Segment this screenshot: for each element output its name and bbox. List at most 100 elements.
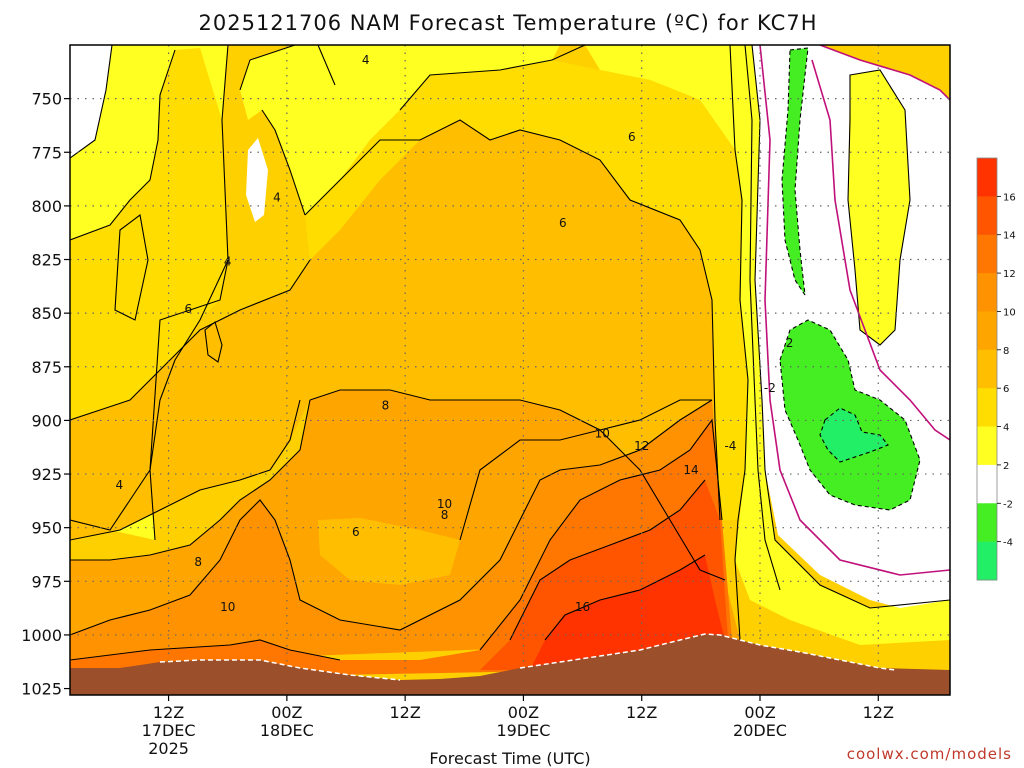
y-tick-label: 1025 (21, 680, 62, 699)
contour-line-8 (70, 259, 726, 581)
contour-label: -4 (724, 439, 736, 453)
field-region-6-8 (70, 120, 725, 580)
x-tick-label: 12Z (389, 703, 420, 722)
terrain (70, 634, 950, 695)
contour-label: 8 (382, 398, 390, 412)
y-tick-label: 975 (31, 572, 62, 591)
colorbar-bin (977, 311, 997, 351)
colorbar-tick-label: 8 (1003, 346, 1009, 357)
field-region-green-core (820, 408, 888, 462)
field-region-8-10-pocket (318, 518, 460, 585)
x-tick-label: 17DEC (142, 721, 196, 740)
y-tick-label: 775 (31, 143, 62, 162)
freezing-line-inner (811, 45, 950, 441)
x-tick-label: 12Z (863, 703, 894, 722)
y-tick-label: 800 (31, 197, 62, 216)
y-tick-label: 875 (31, 358, 62, 377)
x-tick-label: 12Z (626, 703, 657, 722)
contour-label: 4 (273, 190, 281, 204)
plot-frame (69, 44, 951, 696)
colorbar: 16 14 12 10 8 6 4 2 -2 -4 (976, 157, 1016, 581)
colorbar-tick-label: 16 (1003, 192, 1016, 203)
x-tick-label: 2025 (148, 739, 189, 758)
contour-line-front (729, 45, 781, 641)
colorbar-bin (977, 234, 997, 274)
colorbar-bin (977, 503, 997, 543)
field-region-2-4-right (585, 45, 950, 645)
y-tick-label: 925 (31, 465, 62, 484)
colorbar-bin (977, 158, 997, 197)
contour-label: 16 (575, 600, 590, 614)
x-axis-label: Forecast Time (UTC) (429, 749, 590, 768)
contour-line-4-upper (239, 45, 586, 216)
contour-label: 10 (595, 426, 610, 440)
chart-title: 2025121706 NAM Forecast Temperature (ºC)… (199, 11, 818, 35)
contour-label: 6 (559, 216, 567, 230)
colorbar-bin (977, 196, 997, 236)
colorbar-bin (977, 349, 997, 389)
contour-label: 4 (224, 255, 232, 269)
contour-label: 10 (437, 497, 452, 511)
contour-line-2-right (751, 45, 950, 609)
colorbar-bin (977, 273, 997, 312)
contour-line-12 (70, 399, 713, 636)
x-tick-label: 20DEC (733, 721, 787, 740)
y-axis: 750 775 800 825 850 875 900 925 950 975 1000 1025 (21, 90, 70, 699)
contour-label: 4 (115, 478, 123, 492)
y-tick-label: 1000 (21, 626, 62, 645)
field-region-white-pocket (246, 138, 268, 222)
y-tick-label: 850 (31, 304, 62, 323)
x-tick-label: 12Z (153, 703, 184, 722)
x-tick-label: 00Z (744, 703, 775, 722)
contour-label: 8 (441, 508, 449, 522)
field-region-white-topleft (70, 45, 112, 158)
negative-contours (779, 47, 921, 511)
contour-label: 2 (786, 336, 794, 350)
credit-text: coolwx.com/models (847, 745, 1012, 763)
contour-line-18 (544, 554, 706, 641)
freezing-line-outer (759, 45, 950, 576)
colorbar-tick-label: 4 (1003, 423, 1009, 434)
colorbar-tick-label: 10 (1003, 307, 1016, 318)
field-region-2-4-island (848, 70, 910, 345)
colorbar-tick-label: 6 (1003, 384, 1009, 395)
contour-line-2-island (847, 69, 911, 346)
contour-label: 6 (628, 130, 636, 144)
y-tick-label: 900 (31, 411, 62, 430)
contour-label: 10 (220, 600, 235, 614)
contour-label: 14 (683, 463, 698, 477)
colorbar-bin (977, 541, 997, 581)
contour-line-neg2 (779, 47, 921, 511)
contour-line-14 (70, 418, 723, 661)
colorbar-tick-label: -4 (1003, 538, 1013, 549)
contour-line-neg4 (819, 407, 889, 463)
x-tick-label: 00Z (508, 703, 539, 722)
contour-label: 12 (634, 439, 649, 453)
colorbar-tick-label: -2 (1003, 499, 1013, 510)
x-tick-label: 00Z (271, 703, 302, 722)
colorbar-bin (977, 464, 997, 504)
contour-line-16 (509, 479, 706, 641)
colorbar-bin (977, 426, 997, 466)
terrain-edge (159, 633, 896, 681)
contour-label: 4 (362, 53, 370, 67)
colorbar-tick-label: 12 (1003, 269, 1016, 280)
freezing-contours (759, 45, 950, 576)
contour-lines (70, 45, 950, 661)
contour-label: 8 (194, 555, 202, 569)
contour-line-small-loop (114, 214, 223, 363)
y-tick-label: 750 (31, 90, 62, 109)
contour-line-10 (70, 399, 712, 561)
colorbar-bin (977, 388, 997, 428)
contour-line-6 (70, 49, 721, 521)
colorbar-tick-label: 14 (1003, 231, 1016, 242)
x-tick-label: 19DEC (496, 721, 550, 740)
x-tick-label: 18DEC (260, 721, 314, 740)
y-tick-label: 825 (31, 251, 62, 270)
y-tick-label: 950 (31, 519, 62, 538)
colorbar-tick-label: 2 (1003, 461, 1009, 472)
